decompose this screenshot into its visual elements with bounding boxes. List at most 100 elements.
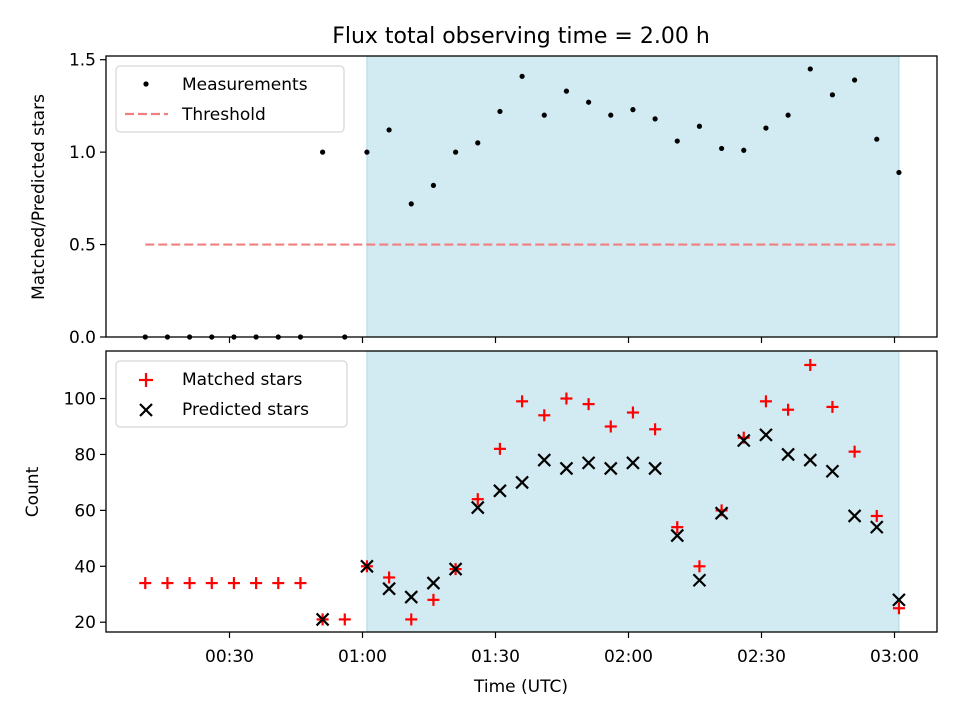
measurement-point	[320, 149, 326, 155]
ratio-y-tick-label: 1.5	[69, 51, 96, 71]
ratio-x-ticks	[228, 337, 896, 343]
measurement-point	[608, 112, 614, 118]
count-x-tick-label: 03:00	[870, 647, 919, 667]
count-x-tick-label: 02:00	[604, 647, 653, 667]
count-y-tick-label: 40	[74, 557, 96, 577]
predicted-star-point	[426, 576, 441, 590]
legend-matched-marker	[139, 373, 153, 387]
count-x-tick-label: 02:30	[737, 647, 786, 667]
measurement-point	[630, 107, 636, 113]
measurement-point	[896, 169, 902, 176]
predicted-star-point	[448, 562, 463, 576]
measurement-point	[674, 138, 680, 144]
legend-matched-label: Matched stars	[182, 370, 302, 390]
measurement-point	[586, 99, 592, 105]
matched-star-point	[183, 577, 196, 590]
matched-star-point	[759, 395, 772, 408]
predicted-star-point	[670, 528, 685, 543]
ratio-y-axis: 0.0 0.5 1.0 1.5	[69, 51, 106, 348]
count-legend: Matched stars Predicted stars	[115, 360, 348, 428]
measurement-point	[807, 66, 813, 72]
figure-title: Flux total observing time = 2.00 h	[332, 24, 710, 49]
predicted-star-point	[537, 453, 552, 467]
legend-predicted-label: Predicted stars	[182, 400, 309, 420]
ratio-y-tick-label: 0.5	[69, 236, 96, 256]
predicted-star-point	[781, 447, 795, 462]
predicted-star-point	[736, 433, 751, 448]
legend-measurements-marker	[143, 81, 149, 87]
count-x-axis-label: Time (UTC)	[473, 677, 568, 697]
predicted-star-point	[847, 509, 862, 523]
matched-star-point	[139, 577, 152, 590]
count-x-tick-label: 01:00	[338, 647, 387, 667]
legend-measurements-label: Measurements	[182, 75, 308, 95]
predicted-star-point	[404, 590, 419, 604]
predicted-star-point	[470, 500, 485, 515]
count-axes-frame	[105, 350, 938, 633]
ratio-legend-box	[115, 65, 345, 133]
ratio-y-tick-label: 0.0	[69, 328, 96, 348]
predicted-star-point	[493, 484, 507, 498]
count-shaded-span	[366, 350, 900, 633]
measurement-point	[408, 201, 414, 207]
measurement-point	[763, 125, 769, 131]
predicted-star-point	[315, 612, 330, 627]
measurement-point	[386, 127, 392, 133]
measurement-point	[852, 77, 858, 83]
predicted-star-point	[759, 428, 773, 442]
predicted-star-point	[892, 593, 906, 607]
measurement-point	[785, 112, 791, 118]
predicted-star-point	[626, 456, 640, 470]
ratio-panel: 0.0 0.5 1.0 1.5 Matched/Predicted stars Mea…	[29, 51, 938, 348]
count-y-tick-label: 60	[74, 501, 96, 521]
predicted-star-point	[603, 461, 618, 476]
predicted-star-point	[559, 461, 574, 476]
matched-star-point	[848, 445, 861, 458]
count-x-tick-label: 00:30	[205, 647, 254, 667]
ratio-axes-frame	[105, 55, 938, 338]
matched-star-point	[205, 577, 218, 590]
measurement-point	[874, 136, 880, 142]
matched-star-point	[582, 398, 595, 411]
count-plot-area	[139, 358, 906, 627]
count-legend-box	[115, 360, 348, 428]
predicted-star-point	[714, 506, 729, 520]
matched-star-point	[671, 521, 684, 534]
predicted-star-point	[360, 559, 374, 574]
measurement-point	[475, 140, 481, 146]
count-panel: 20 40 60 80 100 00:30 01:00 01:30 02:00 02:30 03:…	[23, 350, 938, 697]
matched-star-point	[427, 593, 440, 606]
ratio-y-axis-label: Matched/Predicted stars	[29, 94, 49, 300]
count-x-tick-label: 01:30	[471, 647, 520, 667]
predicted-star-point	[581, 456, 596, 470]
matched-star-point	[405, 613, 418, 626]
matched-star-point	[826, 400, 839, 413]
ratio-shaded-span	[366, 55, 900, 338]
matched-star-point	[250, 577, 263, 590]
matched-star-point	[604, 420, 617, 433]
predicted-star-point	[382, 581, 396, 596]
matched-star-point	[471, 493, 484, 506]
predicted-star-point	[825, 464, 840, 479]
matched-star-point	[649, 423, 662, 436]
ratio-y-tick-label: 1.0	[69, 143, 96, 163]
matched-star-point	[493, 442, 506, 455]
predicted-star-point	[515, 475, 529, 490]
measurement-point	[541, 112, 547, 118]
measurement-point	[364, 149, 370, 155]
predicted-star-point	[803, 453, 818, 467]
measurement-point	[563, 88, 570, 94]
matched-star-point	[516, 395, 529, 408]
matched-star-point	[227, 577, 240, 590]
measurement-point	[741, 147, 747, 153]
count-y-tick-label: 20	[74, 613, 96, 633]
measurement-point	[829, 92, 836, 98]
legend-predicted-marker	[139, 403, 153, 417]
measurement-point	[519, 73, 525, 79]
count-y-axis: 20 40 60 80 100	[64, 390, 106, 633]
measurement-point	[719, 145, 725, 152]
measurement-point	[453, 149, 459, 155]
measurement-point	[652, 116, 658, 122]
matched-star-point	[294, 577, 307, 590]
